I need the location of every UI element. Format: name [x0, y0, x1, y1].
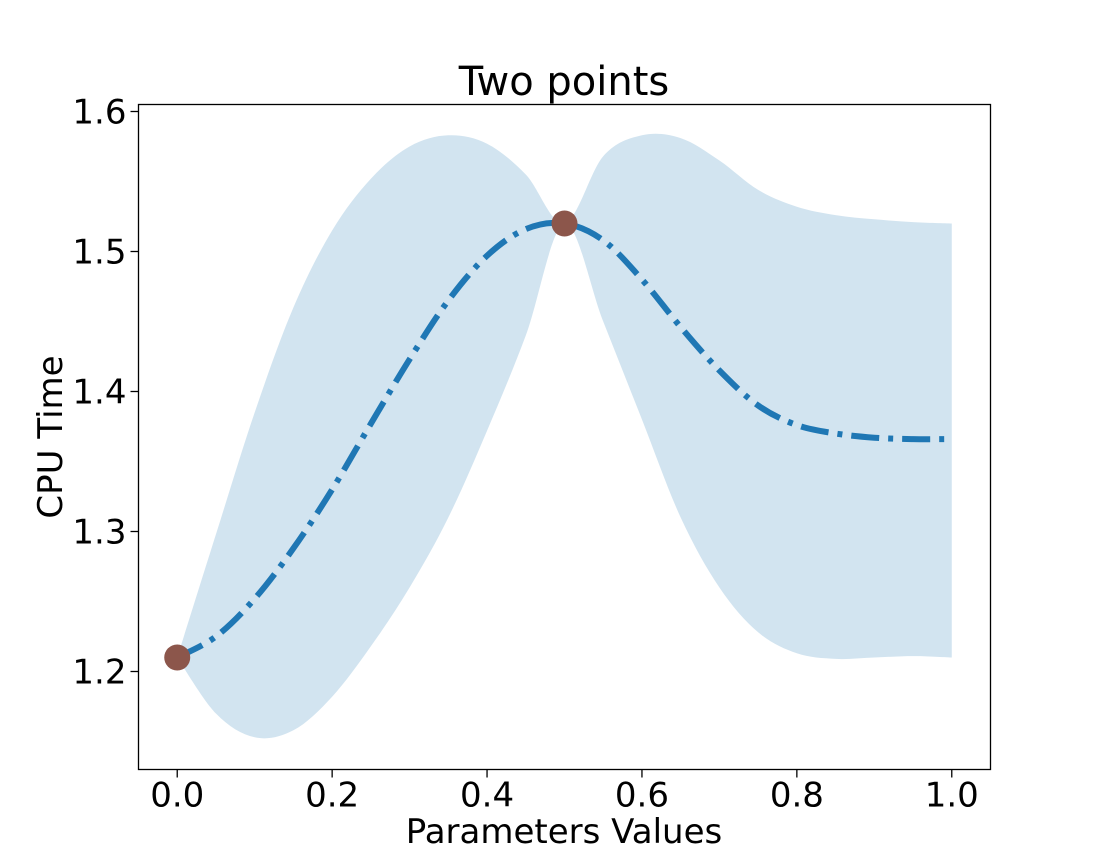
y-axis-label: CPU Time [31, 355, 71, 518]
x-tick-label-2: 0.4 [460, 776, 514, 816]
mean-line [175, 219, 952, 661]
x-tick-label-1: 0.2 [305, 776, 359, 816]
chart-title: Two points [458, 59, 670, 105]
x-tick-label-3: 0.6 [615, 776, 669, 816]
x-axis-label: Parameters Values [406, 812, 723, 852]
x-tick-label-4: 0.8 [770, 776, 824, 816]
x-tick-label-5: 1.0 [925, 776, 979, 816]
confidence-band [177, 133, 952, 739]
y-tick-label-0: 1.2 [72, 653, 126, 693]
x-axis: 0.0 0.2 0.4 0.6 0.8 1.0 [150, 769, 979, 816]
y-tick-label-4: 1.6 [72, 93, 126, 133]
y-tick-label-3: 1.5 [72, 233, 126, 273]
y-axis: 1.2 1.3 1.4 1.5 1.6 [72, 93, 139, 693]
y-tick-label-2: 1.4 [72, 373, 126, 413]
observed-point-1 [551, 210, 578, 237]
x-tick-label-0: 0.0 [150, 776, 204, 816]
y-tick-label-1: 1.3 [72, 513, 126, 553]
observed-point-0 [164, 644, 191, 671]
plot-area [164, 133, 952, 739]
plot-frame [137, 103, 992, 771]
